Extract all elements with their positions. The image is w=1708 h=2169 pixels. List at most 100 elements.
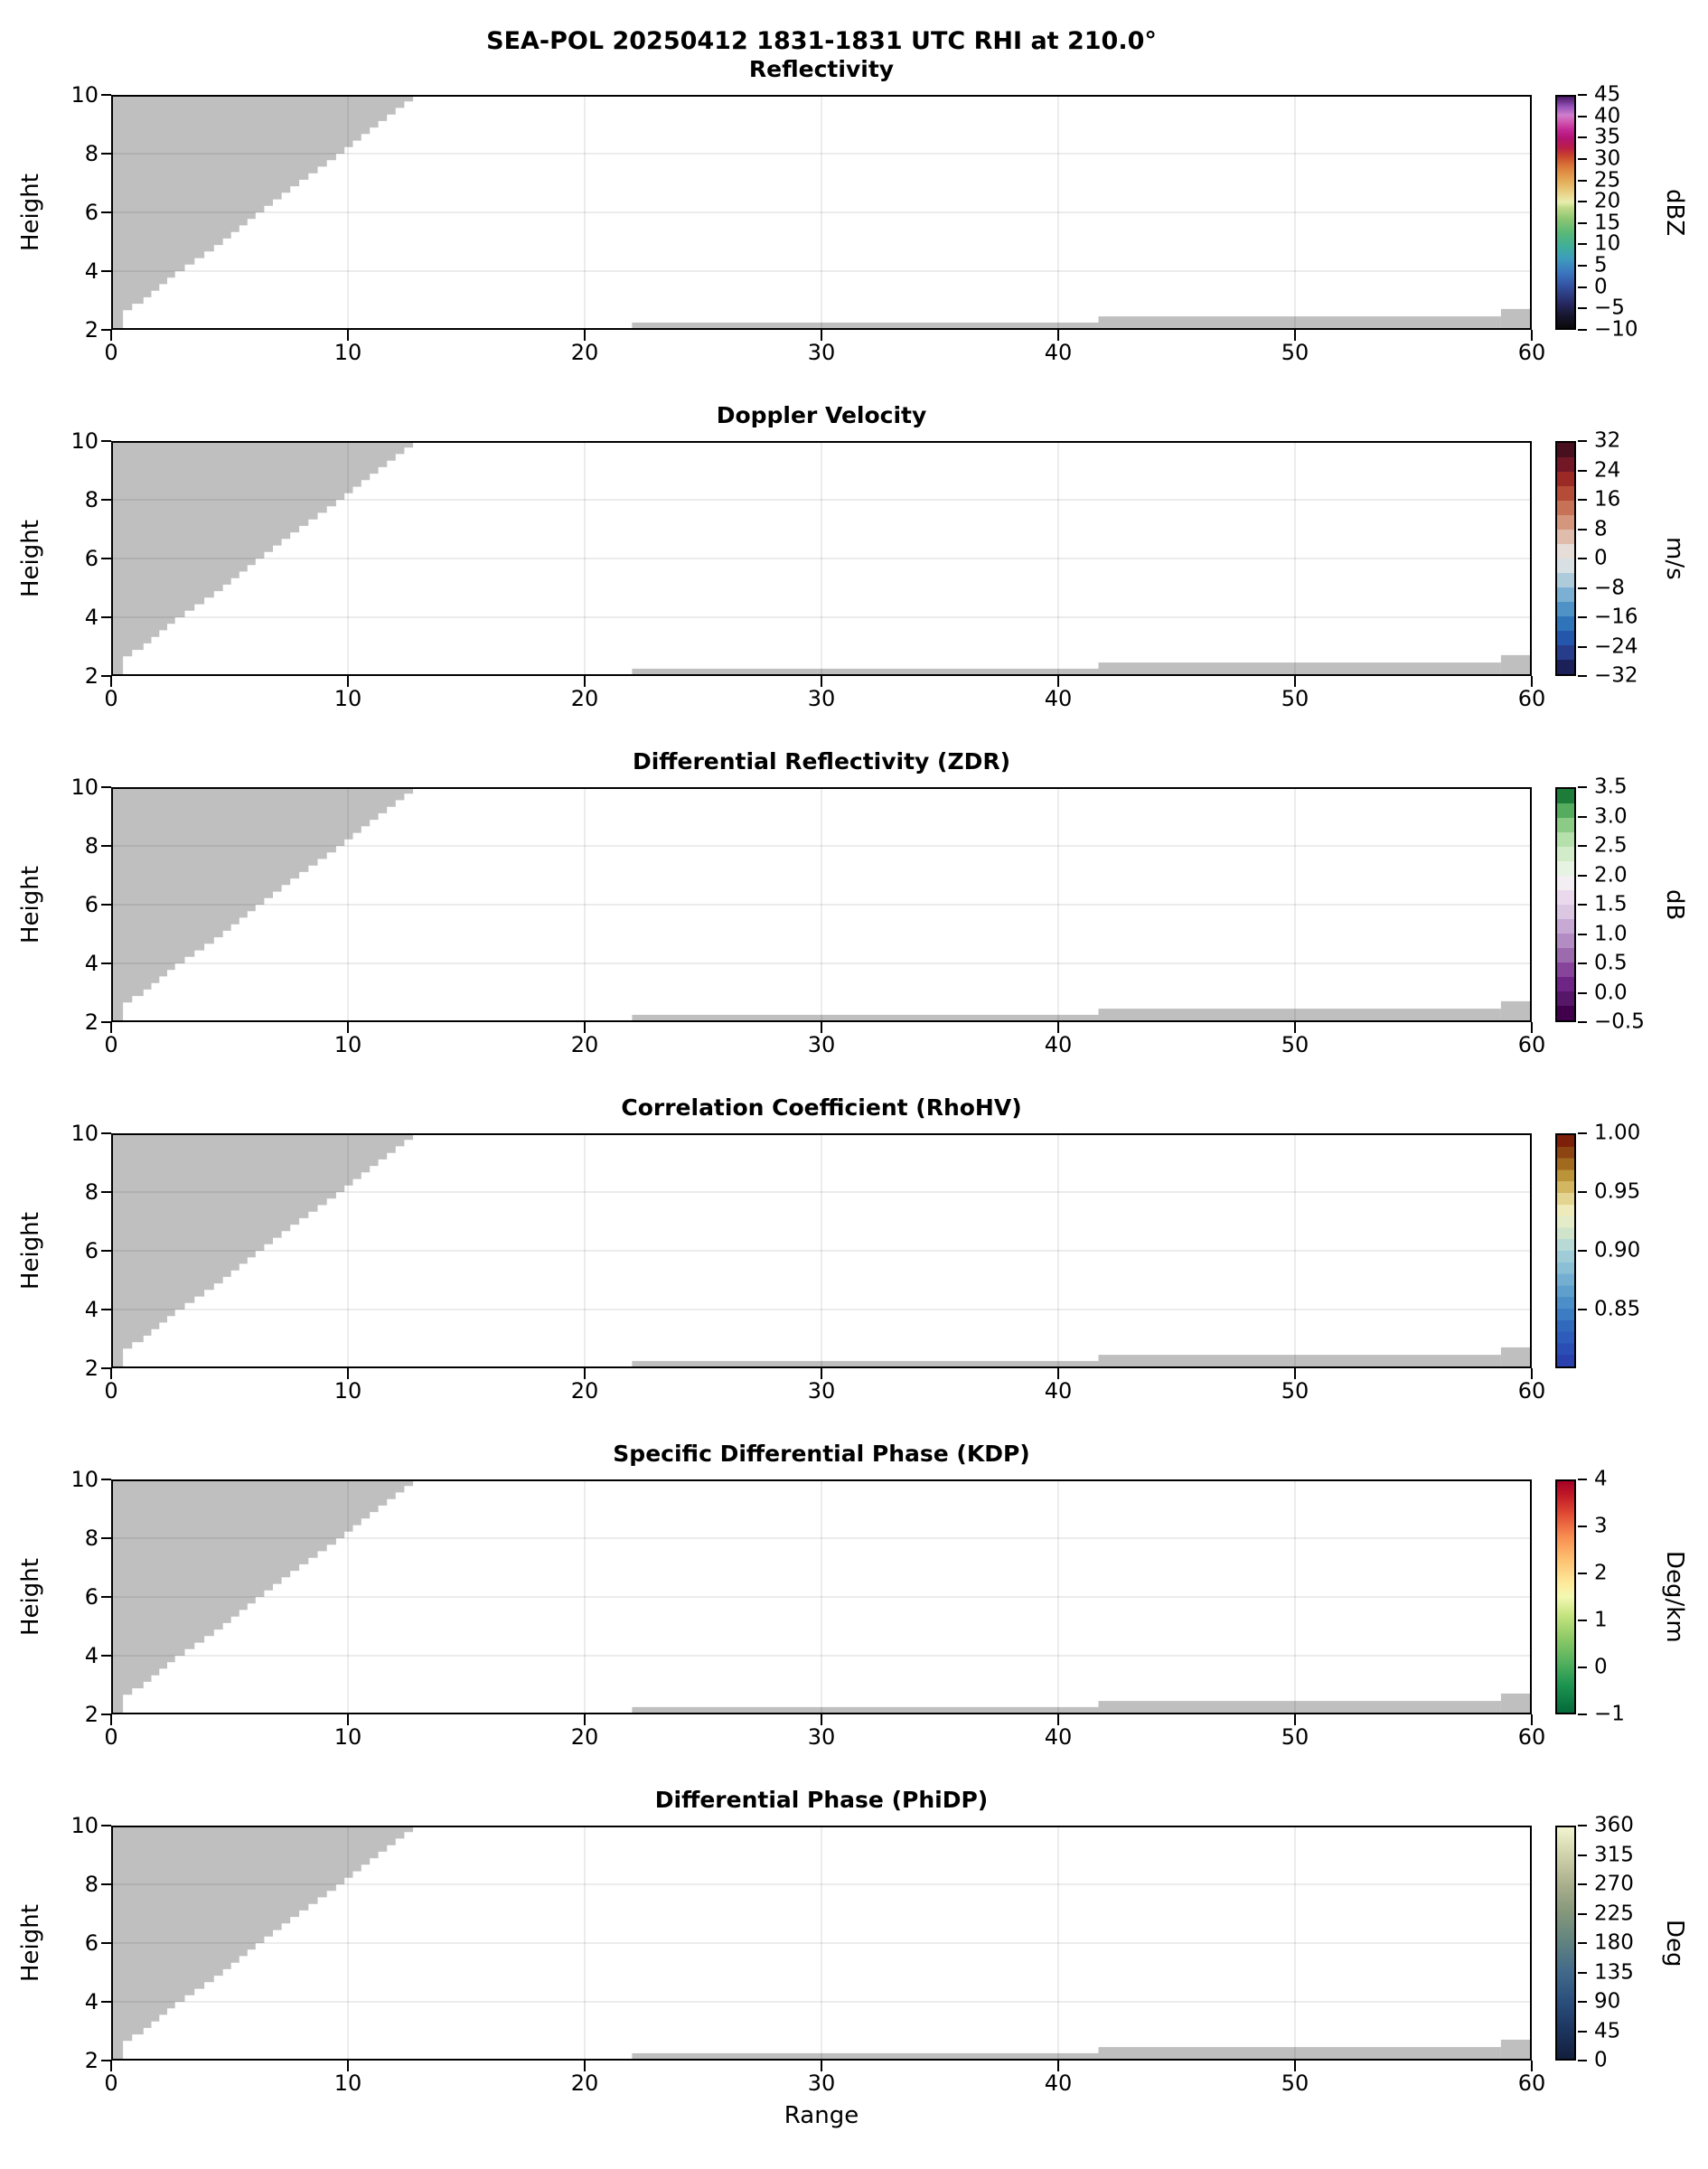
colorbar-unit-label: Deg/km xyxy=(1661,1551,1688,1643)
colorbar-tick-label: 45 xyxy=(1594,2019,1621,2042)
colorbar-tick-label: 225 xyxy=(1594,1901,1634,1925)
colorbar-tick-label: 0 xyxy=(1594,1655,1608,1679)
colorbar-tick xyxy=(1578,815,1587,818)
plot-area xyxy=(101,1479,1533,1725)
colorbar-tick xyxy=(1578,1132,1587,1134)
y-tick-label: 2 xyxy=(84,663,99,689)
colorbar-tick-label: 3.0 xyxy=(1594,804,1628,828)
colorbar-tick-label: −16 xyxy=(1594,605,1638,629)
low-level-strip xyxy=(1098,662,1501,676)
y-tick-label: 8 xyxy=(84,833,99,859)
low-level-strip xyxy=(632,322,1099,330)
x-tick-label: 60 xyxy=(1517,1032,1546,1057)
y-tick-label: 6 xyxy=(84,1930,99,1956)
y-tick-label: 2 xyxy=(84,1356,99,1381)
colorbar-tick xyxy=(1578,1620,1587,1621)
x-tick-label: 0 xyxy=(104,340,118,365)
colorbar-tick xyxy=(1578,243,1587,246)
panel: Reflectivity Height dBZ 0 10 20 30 40 50 60 2 4 6… xyxy=(0,41,1708,387)
x-tick-label: 50 xyxy=(1281,340,1309,365)
x-tick-label: 30 xyxy=(807,2070,836,2096)
colorbar-tick xyxy=(1578,962,1587,964)
y-tick-label: 2 xyxy=(84,1702,99,1727)
x-tick-label: 30 xyxy=(807,1032,836,1057)
colorbar-tick-label: 1.0 xyxy=(1594,922,1628,945)
y-tick-label: 2 xyxy=(84,2048,99,2073)
colorbar-tick xyxy=(1578,2001,1587,2003)
colorbar-tick-label: 0.0 xyxy=(1594,981,1628,1004)
x-tick-label: 30 xyxy=(807,340,836,365)
axis-spine xyxy=(111,1479,1532,1714)
colorbar-tick-label: 25 xyxy=(1594,168,1621,192)
low-level-strip xyxy=(1500,1347,1532,1368)
colorbar-tick xyxy=(1578,587,1587,589)
colorbar-tick xyxy=(1578,645,1587,648)
y-tick-label: 8 xyxy=(84,487,99,512)
colorbar-tick-label: 1.5 xyxy=(1594,892,1628,916)
mask-region xyxy=(111,1133,414,1368)
colorbar-tick xyxy=(1578,329,1587,331)
colorbar-tick-label: −32 xyxy=(1594,663,1638,688)
colorbar xyxy=(1555,1826,1576,2061)
colorbar-tick xyxy=(1578,286,1587,288)
mask-region xyxy=(111,1826,414,2061)
low-level-strip xyxy=(632,2052,1099,2061)
colorbar-tick xyxy=(1578,616,1587,618)
colorbar-tick-label: 2 xyxy=(1594,1561,1608,1585)
colorbar-tick-label: 15 xyxy=(1594,211,1621,235)
plot-area xyxy=(101,1132,1533,1379)
x-tick-label: 10 xyxy=(333,2070,362,2096)
low-level-strip xyxy=(1098,1701,1501,1714)
x-tick-label: 10 xyxy=(333,1724,362,1750)
mask-region xyxy=(111,787,414,1022)
panel-title: Doppler Velocity xyxy=(716,402,927,428)
low-level-strip xyxy=(632,1706,1099,1714)
x-tick-label: 0 xyxy=(104,1724,118,1750)
colorbar-tick xyxy=(1578,136,1587,139)
colorbar-tick xyxy=(1578,1883,1587,1885)
y-tick-label: 4 xyxy=(84,605,99,630)
colorbar-tick-label: 3.5 xyxy=(1594,775,1628,799)
colorbar-tick xyxy=(1578,1479,1587,1480)
colorbar-tick xyxy=(1578,221,1587,224)
colorbar-tick-label: 1 xyxy=(1594,1608,1608,1632)
colorbar-unit-label: dB xyxy=(1661,888,1688,921)
colorbar-tick xyxy=(1578,1825,1587,1826)
colorbar-tick xyxy=(1578,307,1587,310)
colorbar-tick-label: −10 xyxy=(1594,317,1638,342)
colorbar-unit-label: Deg xyxy=(1661,1919,1688,1967)
axis-spine xyxy=(111,1826,1532,2061)
low-level-strip xyxy=(1500,654,1532,676)
x-tick-label: 60 xyxy=(1517,1378,1546,1404)
colorbar-tick xyxy=(1578,469,1587,472)
colorbar-tick-label: 0 xyxy=(1594,275,1608,299)
colorbar-tick-label: 1.00 xyxy=(1594,1121,1641,1145)
colorbar-tick-label: 20 xyxy=(1594,189,1621,213)
colorbar-tick xyxy=(1578,179,1587,182)
y-tick-label: 4 xyxy=(84,258,99,284)
y-tick-label: 4 xyxy=(84,951,99,976)
colorbar-tick xyxy=(1578,1573,1587,1574)
colorbar-tick xyxy=(1578,2030,1587,2033)
y-tick-label: 4 xyxy=(84,1643,99,1668)
y-tick-label: 10 xyxy=(70,82,99,108)
y-tick-label: 2 xyxy=(84,317,99,343)
x-tick-label: 40 xyxy=(1044,1032,1073,1057)
plot-area xyxy=(101,1825,1533,2071)
colorbar-tick xyxy=(1578,558,1587,559)
x-tick-label: 40 xyxy=(1044,1724,1073,1750)
axis-spine xyxy=(111,1133,1532,1368)
y-tick-label: 6 xyxy=(84,1238,99,1263)
colorbar xyxy=(1555,787,1576,1022)
colorbar-tick xyxy=(1578,1667,1587,1668)
x-tick-label: 20 xyxy=(570,1724,599,1750)
y-tick-label: 8 xyxy=(84,141,99,166)
mask-region xyxy=(111,1479,414,1714)
colorbar-tick xyxy=(1578,115,1587,117)
panel-title: Differential Phase (PhiDP) xyxy=(654,1787,989,1813)
axis-spine xyxy=(111,441,1532,676)
figure-suptitle: SEA-POL 20250412 1831-1831 UTC RHI at 21… xyxy=(486,27,1157,55)
colorbar-tick xyxy=(1578,1912,1587,1915)
x-tick-label: 10 xyxy=(333,1378,362,1404)
